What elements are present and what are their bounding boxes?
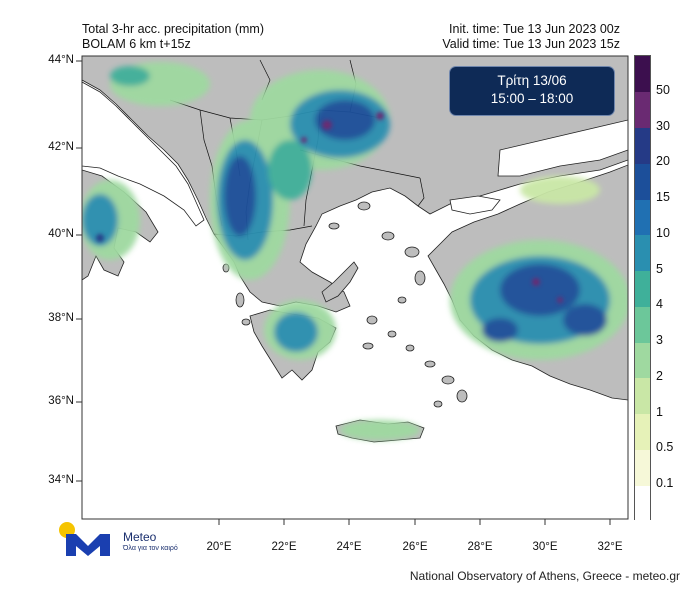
title-line-1: Total 3-hr acc. precipitation (mm) <box>82 22 265 36</box>
colorbar-level-label: 0.1 <box>656 476 674 491</box>
colorbar-level-label: 5 <box>656 261 663 276</box>
meteo-logo <box>59 522 110 556</box>
lat-label-38: 38°N <box>48 312 74 324</box>
precipitation-colorbar <box>634 55 651 522</box>
colorbar-segment <box>635 91 650 129</box>
lon-label-30: 30°E <box>532 541 558 553</box>
forecast-times: Init. time: Tue 13 Jun 2023 00z Valid ti… <box>442 22 620 52</box>
forecast-day: Τρίτη 13/06 <box>497 73 567 88</box>
forecast-time-range: 15:00 – 18:00 <box>490 91 574 106</box>
colorbar-segment <box>635 56 650 93</box>
colorbar-level-label: 30 <box>656 118 670 133</box>
title-line-2: BOLAM 6 km t+15z <box>82 37 191 51</box>
colorbar-level-label: 2 <box>656 368 663 383</box>
lon-label-22: 22°E <box>271 541 297 553</box>
logo-tagline: Όλα για τον καιρό <box>123 545 178 552</box>
lon-label-24: 24°E <box>336 541 362 553</box>
init-time: Init. time: Tue 13 Jun 2023 00z <box>449 22 620 36</box>
balkans-land <box>82 56 628 313</box>
colorbar-level-label: 20 <box>656 154 670 169</box>
valid-time: Valid time: Tue 13 Jun 2023 15z <box>442 37 620 51</box>
colorbar-segment <box>635 270 650 307</box>
logo-name: Meteo <box>123 530 157 544</box>
lon-label-20: 20°E <box>206 541 232 553</box>
colorbar-level-label: 4 <box>656 297 663 312</box>
map-frame <box>81 55 629 520</box>
precipitation-field <box>82 62 628 440</box>
forecast-period-box: Τρίτη 13/06 15:00 – 18:00 <box>449 66 615 116</box>
colorbar-level-label: 50 <box>656 82 670 97</box>
colorbar-level-label: 15 <box>656 190 670 205</box>
colorbar-level-label: 10 <box>656 225 670 240</box>
colorbar-level-label: 1 <box>656 404 663 419</box>
colorbar-segment <box>635 342 650 379</box>
colorbar-segment <box>635 234 650 272</box>
colorbar-level-label: 3 <box>656 333 663 348</box>
colorbar-segment <box>635 163 650 200</box>
lat-label-40: 40°N <box>48 228 74 240</box>
colorbar-segment <box>635 306 650 343</box>
lon-label-32: 32°E <box>597 541 623 553</box>
lon-label-26: 26°E <box>402 541 428 553</box>
colorbar-segment <box>635 377 650 415</box>
colorbar-segment <box>635 485 650 522</box>
lon-label-28: 28°E <box>467 541 493 553</box>
lat-label-42: 42°N <box>48 141 74 153</box>
euboea-land <box>321 261 359 303</box>
logo-m-icon <box>66 534 110 556</box>
colorbar-segment <box>635 127 650 164</box>
colorbar-segment <box>635 199 650 236</box>
colorbar-segment <box>635 449 650 486</box>
credit-text: National Observatory of Athens, Greece -… <box>409 569 680 583</box>
lat-label-44: 44°N <box>48 54 74 66</box>
colorbar-segment <box>635 413 650 450</box>
axis-ticks <box>76 60 611 525</box>
lat-label-34: 34°N <box>48 474 74 486</box>
colorbar-level-label: 0.5 <box>656 440 674 455</box>
map-title: Total 3-hr acc. precipitation (mm) BOLAM… <box>82 22 264 52</box>
lat-label-36: 36°N <box>48 395 74 407</box>
